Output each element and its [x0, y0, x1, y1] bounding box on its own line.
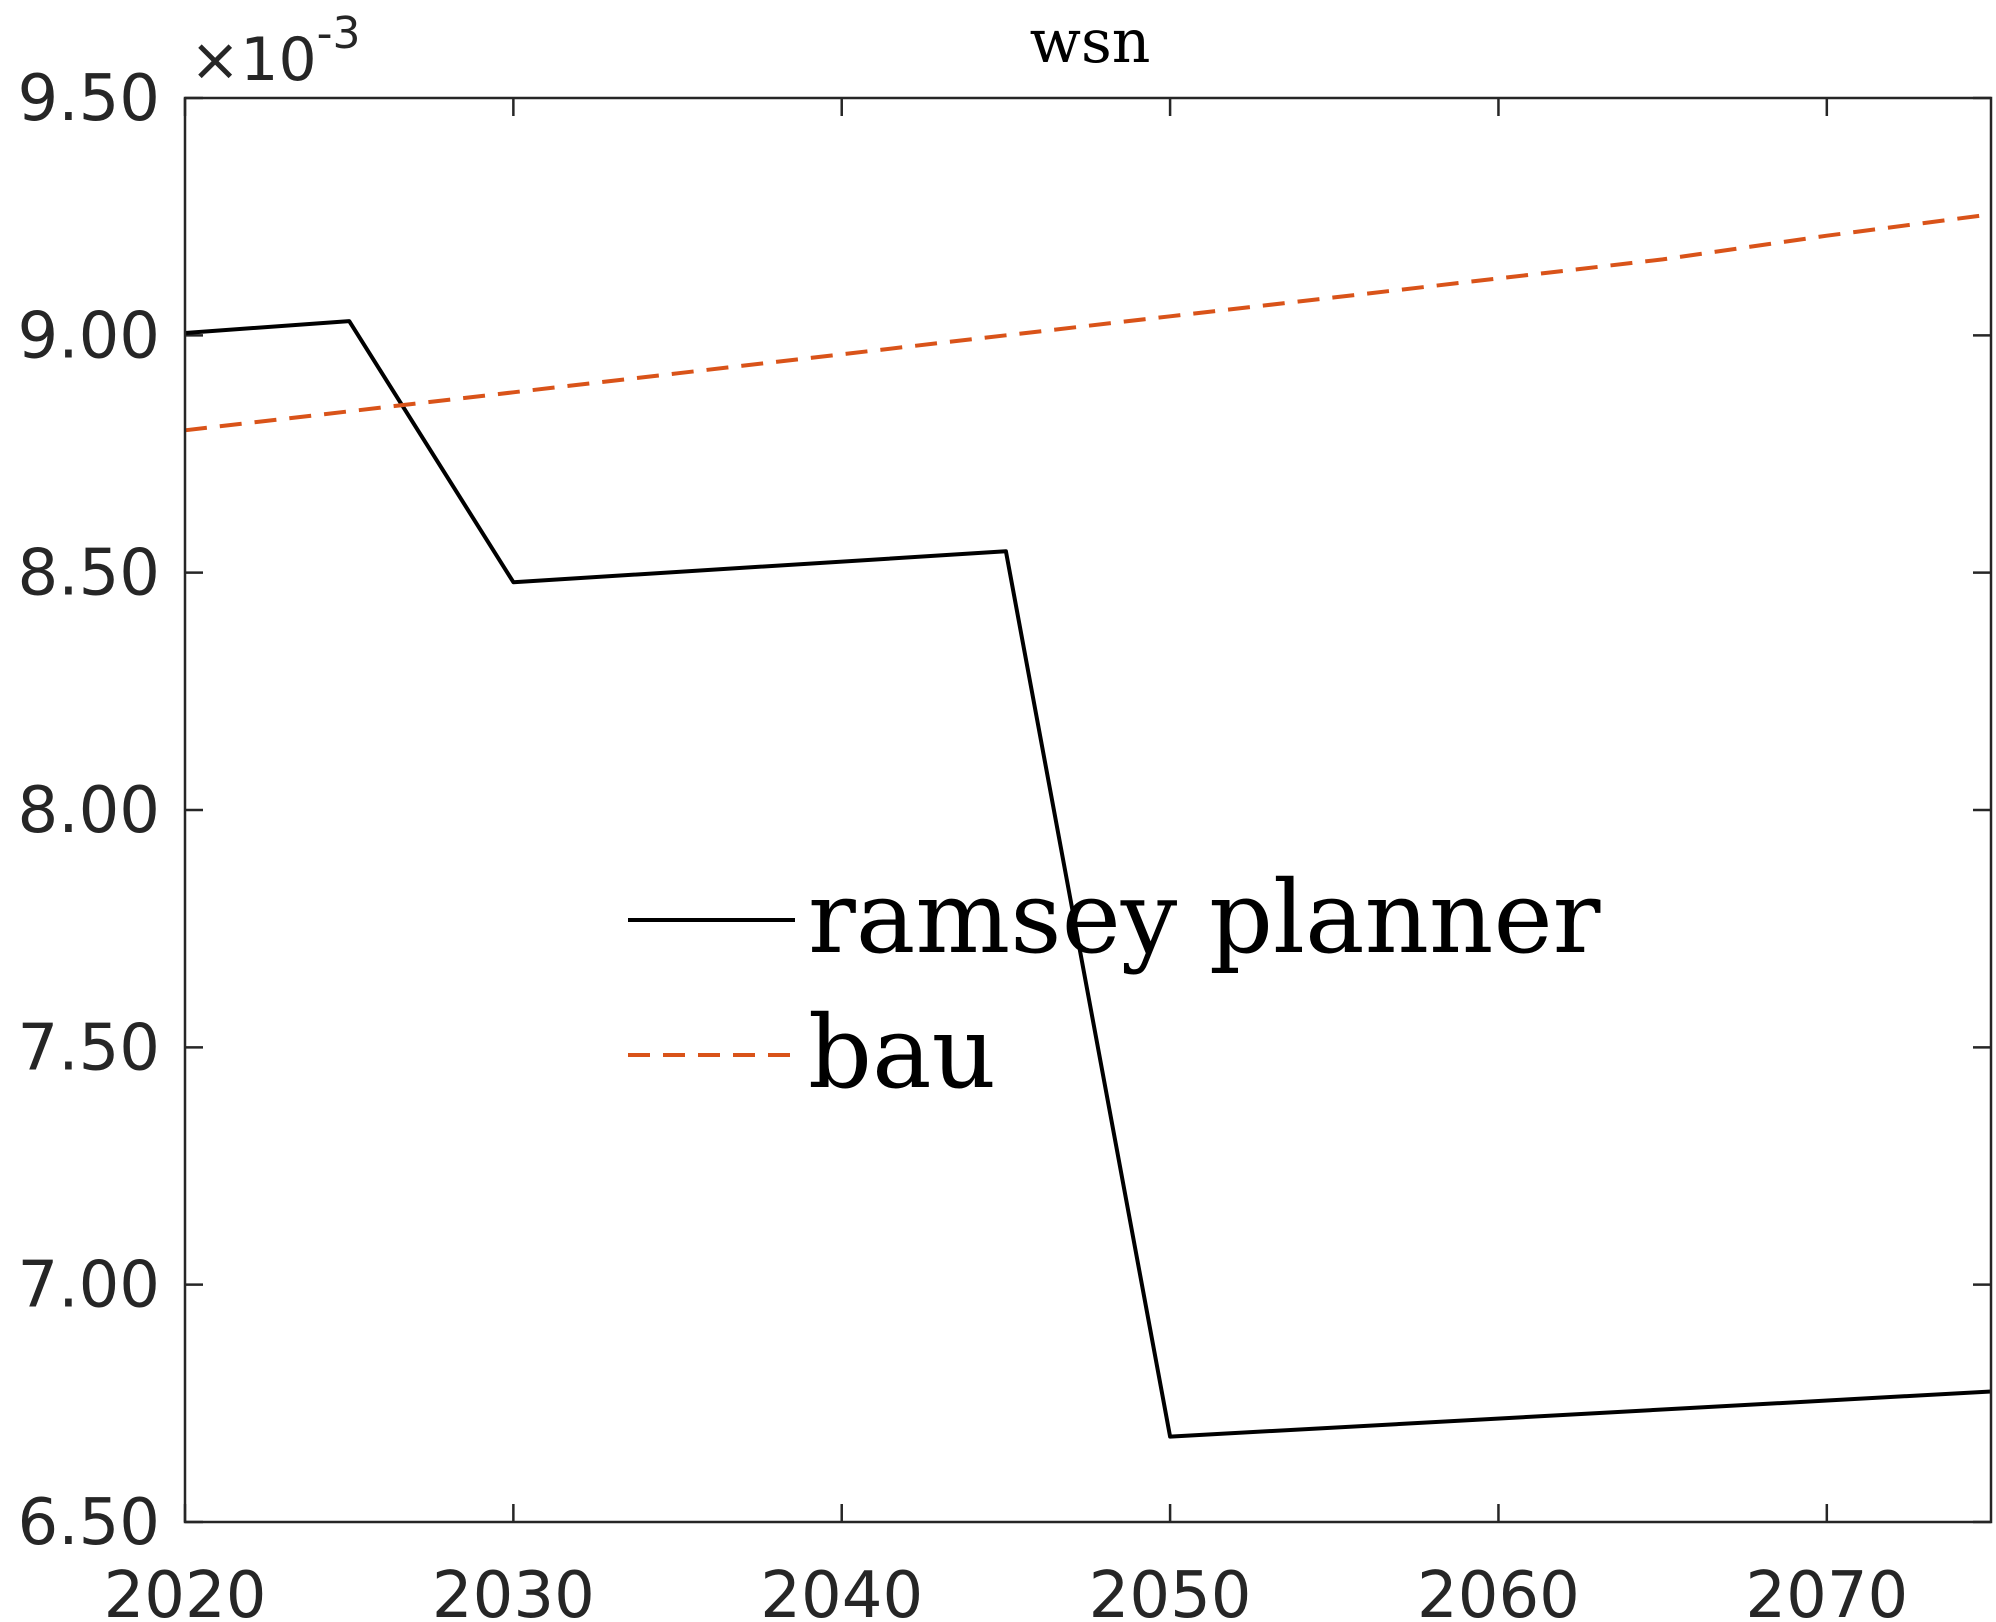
y-tick-label: 8.50: [18, 537, 161, 611]
y-tick-label: 9.00: [18, 299, 161, 373]
chart-title: wsn: [1030, 7, 1151, 77]
x-tick-label: 2030: [432, 1559, 595, 1622]
y-multiplier-base: 10: [240, 25, 316, 95]
x-tick-label: 2050: [1089, 1559, 1252, 1622]
series-line-bau: [184, 212, 1992, 433]
y-tick-label: 8.00: [18, 774, 161, 848]
y-tick-label: 9.50: [18, 62, 161, 136]
y-tick-labels: 6.50 7.00 7.50 8.00 8.50 9.00 9.50: [18, 62, 161, 1560]
x-tick-labels: 2020 2030 2040 2050 2060 2070: [104, 1559, 1909, 1622]
y-multiplier-exponent: -3: [317, 8, 361, 59]
y-tick-label: 7.50: [18, 1011, 161, 1085]
series-layer: [184, 212, 1992, 1439]
x-tick-label: 2020: [104, 1559, 267, 1622]
y-tick-label: 7.00: [18, 1249, 161, 1323]
x-tick-label: 2060: [1417, 1559, 1580, 1622]
legend-label: bau: [808, 994, 996, 1111]
legend: ramsey planner bau: [628, 859, 1601, 1111]
legend-label: ramsey planner: [808, 859, 1601, 976]
plot-frame: [183, 96, 1993, 1524]
y-axis-multiplier: ×10-3: [190, 8, 361, 95]
series-line-ramsey-planner: [184, 319, 1992, 1439]
x-tick-label: 2070: [1745, 1559, 1908, 1622]
x-tick-label: 2040: [760, 1559, 923, 1622]
plot-background: [185, 98, 1991, 1522]
y-tick-label: 6.50: [18, 1486, 161, 1560]
